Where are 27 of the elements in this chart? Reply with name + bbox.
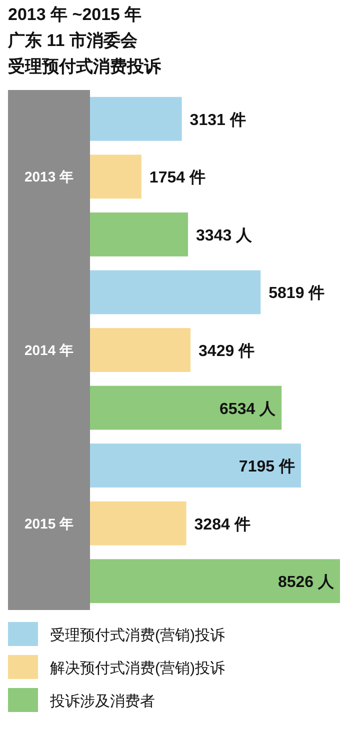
- text: 受理预付式消费投诉: [8, 57, 162, 76]
- data-label: 3131 件: [190, 110, 246, 129]
- bar: [90, 96, 182, 141]
- bar: [90, 154, 142, 199]
- chart-subtitle: 广东 11 市消委会: [7, 31, 138, 50]
- bar: [90, 386, 282, 430]
- data-label: 1754 件: [149, 168, 206, 187]
- y-tick-label: 2013 年: [24, 168, 74, 185]
- data-label: 7195 件: [238, 458, 295, 476]
- bar: [90, 270, 261, 314]
- data-label: 8526 人: [278, 573, 335, 592]
- chart-title: 2013 年 ~2015 年: [8, 5, 142, 24]
- data-label: 5819 件: [268, 284, 325, 302]
- legend-label: 受理预付式消费(营销)投诉: [50, 627, 225, 644]
- legend-label: 投诉涉及消费者: [49, 693, 155, 710]
- data-label: 3343 人: [196, 226, 254, 244]
- bar: [90, 559, 340, 604]
- y-tick-label: 2015 年: [24, 515, 74, 532]
- legend-label: 解决预付式消费(营销)投诉: [50, 660, 225, 677]
- bar: [90, 212, 188, 256]
- bar: [90, 444, 301, 488]
- bar: [90, 501, 186, 546]
- y-tick-label: 2014 年: [24, 342, 74, 358]
- data-label: 6534 人: [220, 400, 277, 418]
- data-label: 3429 件: [198, 342, 255, 360]
- data-label: 3284 件: [194, 515, 250, 534]
- bar: [90, 328, 191, 372]
